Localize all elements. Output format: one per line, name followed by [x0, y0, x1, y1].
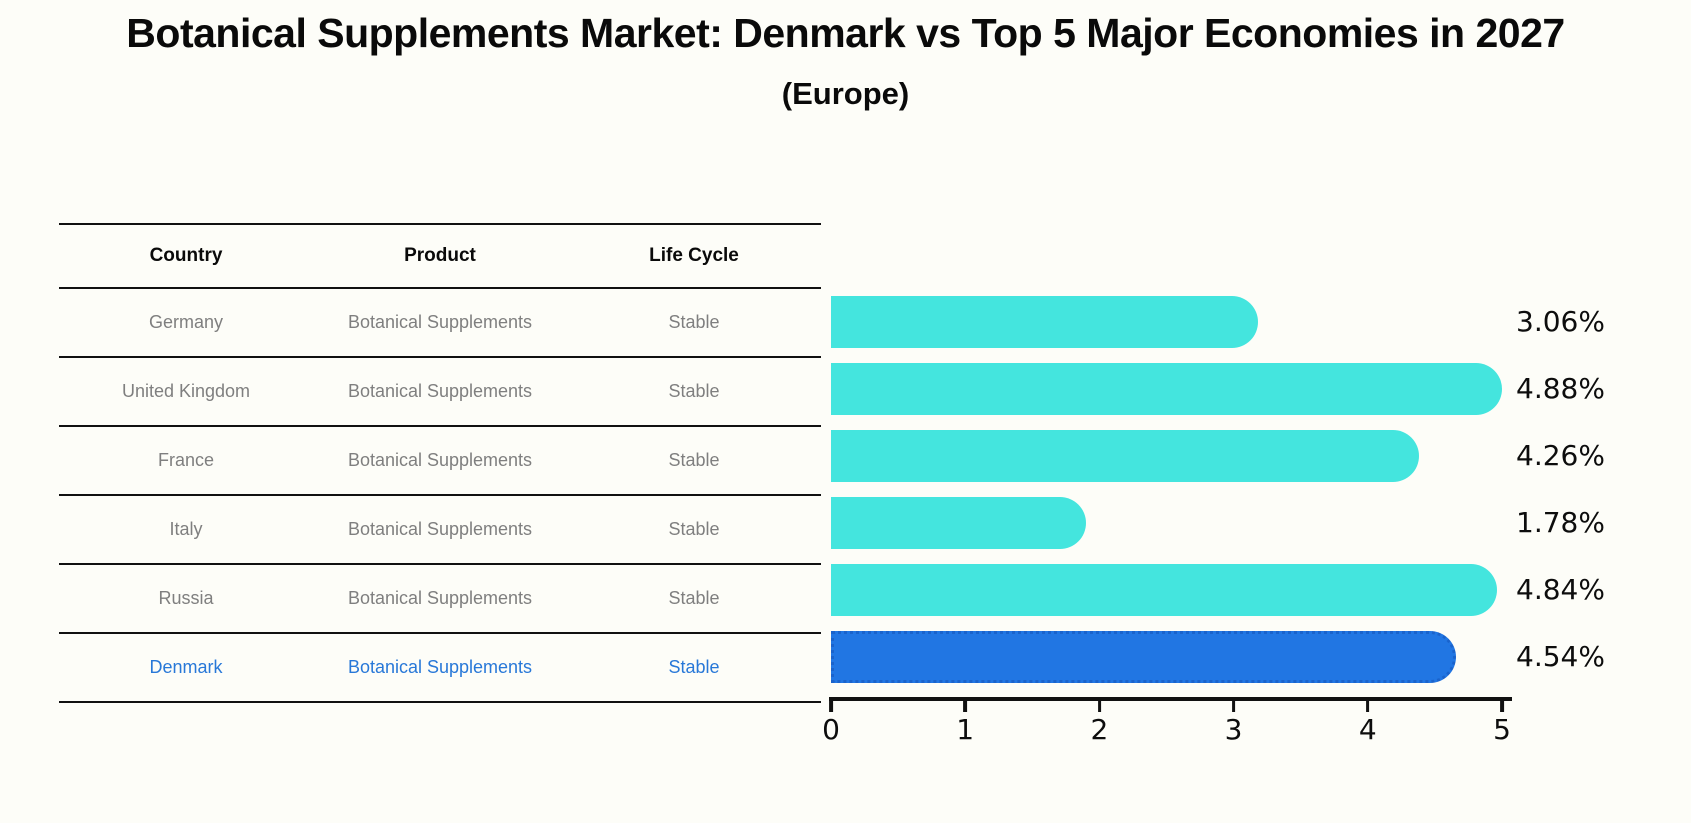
- table-row: France Botanical Supplements Stable: [59, 427, 821, 496]
- table-row-denmark: Denmark Botanical Supplements Stable: [59, 634, 821, 703]
- tick-label: 0: [822, 713, 840, 746]
- product-cell: Botanical Supplements: [347, 450, 533, 470]
- table-row: Germany Botanical Supplements Stable: [59, 289, 821, 358]
- life-cycle-cell: Stable: [668, 519, 720, 539]
- x-axis-tick: 1: [956, 700, 974, 746]
- tick-mark: [829, 700, 833, 712]
- value-label: 1.78%: [1516, 505, 1605, 539]
- tick-label: 2: [1090, 713, 1109, 746]
- x-axis-tick: 0: [822, 700, 840, 746]
- bar-denmark: [831, 630, 1457, 683]
- table-row: Russia Botanical Supplements Stable: [59, 565, 821, 634]
- table-header-row: Country Product Life Cycle: [59, 223, 821, 289]
- value-label: 3.06%: [1516, 304, 1605, 338]
- table-row: Italy Botanical Supplements Stable: [59, 496, 821, 565]
- tick-label: 3: [1224, 713, 1243, 746]
- bar-germany: [831, 295, 1258, 348]
- x-axis-tick: 3: [1225, 700, 1243, 746]
- country-cell: Denmark: [149, 657, 223, 677]
- bar-italy: [831, 496, 1086, 549]
- life-cycle-cell: Stable: [668, 588, 720, 608]
- value-label: 4.26%: [1516, 438, 1605, 472]
- bar-united-kingdom: [831, 362, 1502, 415]
- tick-mark: [1366, 700, 1370, 712]
- tick-mark: [1231, 700, 1236, 712]
- chart-title: Botanical Supplements Market: Denmark vs…: [126, 10, 1565, 56]
- x-axis-tick: 4: [1359, 700, 1377, 746]
- product-cell: Botanical Supplements: [347, 312, 533, 332]
- value-label: 4.84%: [1516, 572, 1605, 606]
- tick-mark: [1500, 700, 1504, 712]
- country-cell: Germany: [148, 312, 224, 332]
- value-label: 4.88%: [1516, 371, 1605, 405]
- country-table: Country Product Life Cycle Germany Botan…: [59, 223, 821, 703]
- product-cell: Botanical Supplements: [347, 657, 533, 677]
- tick-label: 4: [1358, 713, 1377, 746]
- life-cycle-cell: Stable: [668, 450, 720, 470]
- tick-label: 1: [956, 713, 975, 746]
- country-cell: France: [157, 450, 215, 470]
- x-axis-tick: 2: [1090, 700, 1108, 746]
- product-cell: Botanical Supplements: [347, 588, 533, 608]
- product-cell: Botanical Supplements: [347, 519, 533, 539]
- table-row: United Kingdom Botanical Supplements Sta…: [59, 358, 821, 427]
- column-header-country: Country: [149, 245, 223, 266]
- x-axis-line: [829, 697, 1512, 701]
- country-cell: Russia: [158, 588, 214, 608]
- life-cycle-cell: Stable: [668, 312, 720, 332]
- column-header-life-cycle: Life Cycle: [649, 245, 739, 266]
- column-header-product: Product: [404, 245, 476, 266]
- bar-russia: [831, 563, 1497, 616]
- product-cell: Botanical Supplements: [347, 381, 533, 401]
- country-cell: Italy: [169, 519, 203, 539]
- tick-mark: [1097, 700, 1102, 712]
- bar-france: [831, 429, 1419, 482]
- life-cycle-cell: Stable: [668, 381, 720, 401]
- tick-mark: [963, 700, 967, 712]
- life-cycle-cell: Stable: [668, 657, 720, 677]
- tick-label: 5: [1493, 713, 1511, 746]
- x-axis-tick: 5: [1493, 700, 1511, 746]
- value-label: 4.54%: [1516, 639, 1605, 673]
- country-cell: United Kingdom: [121, 381, 251, 401]
- chart-subtitle: (Europe): [781, 76, 910, 111]
